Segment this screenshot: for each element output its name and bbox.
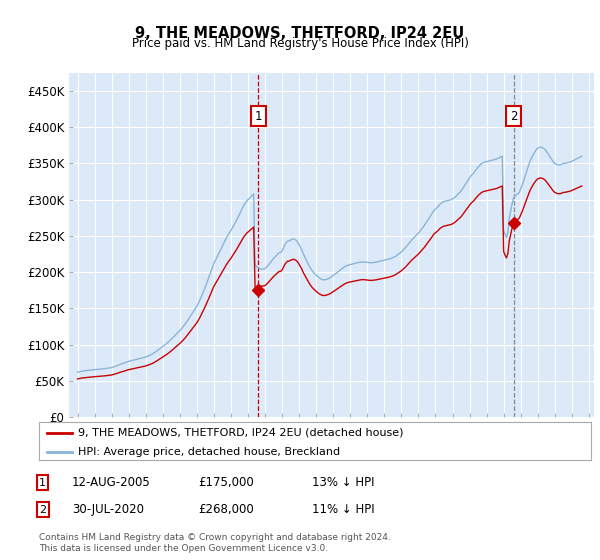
Text: Price paid vs. HM Land Registry's House Price Index (HPI): Price paid vs. HM Land Registry's House … [131,37,469,50]
Text: 2: 2 [510,110,517,123]
Text: £175,000: £175,000 [198,476,254,489]
Text: £268,000: £268,000 [198,503,254,516]
Text: 1: 1 [255,110,262,123]
Text: HPI: Average price, detached house, Breckland: HPI: Average price, detached house, Brec… [77,447,340,457]
Text: 9, THE MEADOWS, THETFORD, IP24 2EU (detached house): 9, THE MEADOWS, THETFORD, IP24 2EU (deta… [77,428,403,438]
Text: 11% ↓ HPI: 11% ↓ HPI [312,503,374,516]
Text: 13% ↓ HPI: 13% ↓ HPI [312,476,374,489]
Text: 2: 2 [39,505,46,515]
Text: 1: 1 [39,478,46,488]
Text: 9, THE MEADOWS, THETFORD, IP24 2EU: 9, THE MEADOWS, THETFORD, IP24 2EU [136,26,464,41]
Text: 12-AUG-2005: 12-AUG-2005 [72,476,151,489]
Text: Contains HM Land Registry data © Crown copyright and database right 2024.
This d: Contains HM Land Registry data © Crown c… [39,534,391,553]
Text: 30-JUL-2020: 30-JUL-2020 [72,503,144,516]
